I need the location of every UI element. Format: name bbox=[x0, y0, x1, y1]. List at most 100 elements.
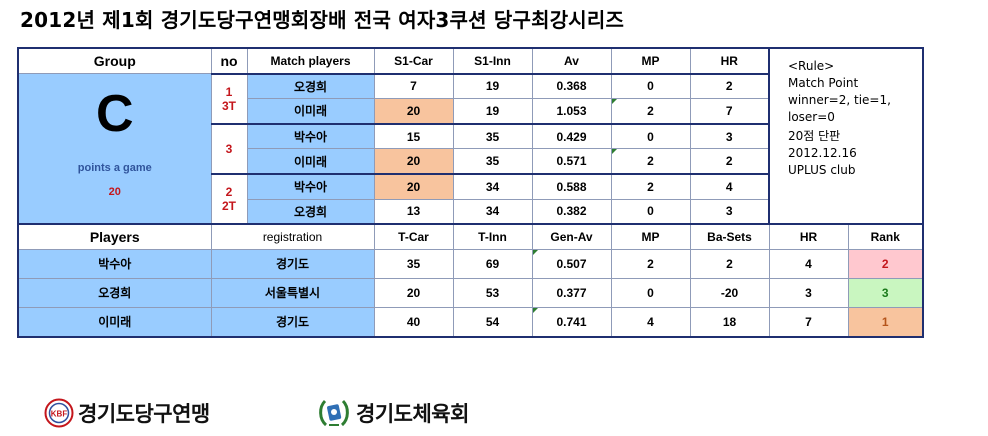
hr-value: 3 bbox=[689, 198, 770, 226]
hr-value: 4 bbox=[768, 248, 849, 279]
s1-car-value: 15 bbox=[373, 123, 454, 150]
match-no-line: 3 bbox=[225, 141, 233, 156]
table-row: 오경희 13 34 0.382 0 3 bbox=[18, 198, 923, 226]
standing-registration: 경기도 bbox=[210, 248, 375, 279]
standing-registration: 서울특별시 bbox=[210, 277, 375, 308]
laurel-emblem-icon bbox=[319, 399, 349, 427]
standing-player: 이미래 bbox=[17, 306, 212, 338]
table-row: 2 2T 박수아 20 34 0.588 2 4 bbox=[18, 173, 923, 226]
sports-council-logo: 경기도체육회 bbox=[316, 395, 469, 431]
t-car-value: 40 bbox=[373, 306, 454, 338]
mp-value: 0 bbox=[610, 277, 691, 308]
av-value: 0.429 bbox=[531, 123, 612, 150]
rules-spacer bbox=[769, 48, 923, 225]
federation-emblem-icon: KBF bbox=[44, 398, 74, 428]
mp-value: 0 bbox=[610, 198, 691, 226]
match-no-line: 3T bbox=[221, 98, 236, 113]
group-cell: C points a game 20 bbox=[17, 73, 212, 225]
rules-note: <Rule> Match Point winner=2, tie=1, lose… bbox=[788, 58, 891, 179]
header-ba-sets: Ba-Sets bbox=[689, 223, 770, 250]
rules-line: UPLUS club bbox=[788, 163, 856, 177]
t-inn-value: 69 bbox=[452, 248, 533, 279]
s1-inn-value: 35 bbox=[452, 148, 533, 175]
hr-value: 2 bbox=[689, 72, 770, 100]
s1-inn-value: 19 bbox=[452, 72, 533, 100]
header-group: Group bbox=[17, 47, 212, 75]
rules-line: 2012.12.16 bbox=[788, 146, 857, 160]
header-mp: MP bbox=[610, 47, 691, 75]
mp-value: 2 bbox=[610, 148, 691, 175]
match-player: 오경희 bbox=[246, 72, 375, 100]
s1-inn-value: 19 bbox=[452, 98, 533, 125]
hr-value: 4 bbox=[689, 173, 770, 200]
header-mp: MP bbox=[610, 223, 691, 250]
av-value: 0.368 bbox=[531, 72, 612, 100]
av-value: 0.571 bbox=[531, 148, 612, 175]
match-player: 이미래 bbox=[246, 148, 375, 175]
federation-logo: KBF 경기도당구연맹 bbox=[44, 398, 210, 428]
mp-value: 2 bbox=[610, 173, 691, 200]
hr-value: 2 bbox=[689, 148, 770, 175]
page-title: 2012년 제1회 경기도당구연맹회장배 전국 여자3쿠션 당구최강시리즈 bbox=[20, 8, 625, 32]
rules-line: <Rule> bbox=[788, 59, 835, 73]
t-car-value: 20 bbox=[373, 277, 454, 308]
av-value: 0.382 bbox=[531, 198, 612, 226]
match-no-line: 1 bbox=[225, 84, 233, 99]
t-inn-value: 54 bbox=[452, 306, 533, 338]
table-row: 박수아 경기도 35 69 0.507 2 2 4 2 bbox=[17, 248, 924, 279]
standing-player: 박수아 bbox=[17, 248, 212, 279]
group-letter: C bbox=[95, 85, 134, 144]
s1-car-value: 13 bbox=[373, 198, 454, 226]
header-s1-inn: S1-Inn bbox=[452, 47, 533, 75]
hr-value: 3 bbox=[689, 123, 770, 150]
header-players: Players bbox=[17, 223, 212, 250]
sports-council-name: 경기도체육회 bbox=[356, 402, 469, 426]
ba-sets-value: 18 bbox=[689, 306, 770, 338]
hr-value: 7 bbox=[689, 98, 770, 125]
points-a-game-label: points a game bbox=[77, 162, 152, 175]
mp-value: 0 bbox=[610, 72, 691, 100]
header-rank: Rank bbox=[847, 223, 924, 250]
header-t-inn: T-Inn bbox=[452, 223, 533, 250]
match-player: 오경희 bbox=[246, 198, 375, 226]
mp-value: 4 bbox=[610, 306, 691, 338]
table-row: 이미래 20 35 0.571 2 2 bbox=[18, 148, 923, 175]
s1-car-value: 20 bbox=[373, 173, 454, 200]
match-no-line: 2T bbox=[221, 199, 236, 214]
table-row: 오경희 서울특별시 20 53 0.377 0 -20 3 3 bbox=[17, 277, 924, 308]
score-table: Group no Match players S1-Car S1-Inn Av … bbox=[17, 47, 924, 338]
table-row: 이미래 20 19 1.053 2 7 bbox=[18, 98, 923, 125]
federation-badge-text: KBF bbox=[51, 410, 68, 419]
header-t-car: T-Car bbox=[373, 223, 454, 250]
rules-line: 20점 단판 bbox=[788, 129, 841, 143]
rank-value: 1 bbox=[847, 306, 924, 338]
match-no-line: 2 bbox=[225, 185, 233, 200]
t-car-value: 35 bbox=[373, 248, 454, 279]
rules-line: loser=0 bbox=[788, 110, 835, 124]
standings-header-row: Players registration T-Car T-Inn Gen-Av … bbox=[17, 223, 924, 250]
s1-inn-value: 34 bbox=[452, 198, 533, 226]
rank-value: 3 bbox=[847, 277, 924, 308]
match-player: 이미래 bbox=[246, 98, 375, 125]
s1-inn-value: 34 bbox=[452, 173, 533, 200]
match-no-1: 1 3T bbox=[210, 72, 248, 125]
s1-car-value: 20 bbox=[373, 148, 454, 175]
s1-car-value: 20 bbox=[373, 98, 454, 125]
mp-value: 2 bbox=[610, 248, 691, 279]
points-a-game-value: 20 bbox=[108, 186, 121, 199]
header-av: Av bbox=[531, 47, 612, 75]
ba-sets-value: -20 bbox=[689, 277, 770, 308]
av-value: 1.053 bbox=[531, 98, 612, 125]
rules-line: Match Point bbox=[788, 76, 859, 90]
t-inn-value: 53 bbox=[452, 277, 533, 308]
s1-inn-value: 35 bbox=[452, 123, 533, 150]
header-hr: HR bbox=[768, 223, 849, 250]
rules-line: winner=2, tie=1, bbox=[788, 93, 891, 107]
ba-sets-value: 2 bbox=[689, 248, 770, 279]
match-no-3: 3 bbox=[210, 123, 248, 175]
table-row: C points a game 20 1 3T 오경희 7 19 0.368 0… bbox=[17, 72, 923, 225]
header-gen-av: Gen-Av bbox=[531, 223, 612, 250]
header-match-players: Match players bbox=[246, 47, 375, 75]
header-no: no bbox=[210, 47, 248, 75]
federation-name: 경기도당구연맹 bbox=[78, 402, 210, 426]
